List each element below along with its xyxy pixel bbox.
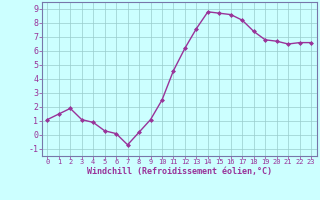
X-axis label: Windchill (Refroidissement éolien,°C): Windchill (Refroidissement éolien,°C) bbox=[87, 167, 272, 176]
